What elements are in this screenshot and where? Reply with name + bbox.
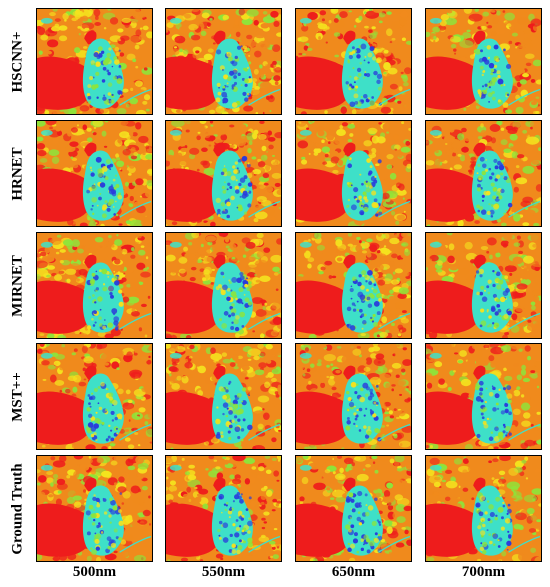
spectral-image-panel — [295, 8, 412, 115]
spectral-image-panel — [36, 120, 153, 227]
spectral-image-panel — [36, 455, 153, 562]
spectral-image-panel — [36, 343, 153, 450]
row-label-text: HSCNN+ — [9, 30, 26, 93]
row-label-text: Ground Truth — [9, 462, 26, 555]
spectral-image-panel — [425, 8, 542, 115]
spectral-image-panel — [425, 120, 542, 227]
spectral-image-panel — [165, 455, 282, 562]
row-label-text: HRNET — [9, 146, 26, 201]
spectral-image-panel — [295, 120, 412, 227]
spectral-image-panel — [165, 120, 282, 227]
spectral-image-panel — [425, 343, 542, 450]
spectral-image-panel — [295, 455, 412, 562]
column-label: 550nm — [201, 564, 246, 580]
spectral-image-panel — [295, 343, 412, 450]
column-label: 500nm — [72, 564, 117, 580]
spectral-image-panel — [295, 232, 412, 339]
column-label: 650nm — [331, 564, 376, 580]
spectral-image-panel — [36, 8, 153, 115]
row-label-text: MIRNET — [9, 254, 26, 317]
spectral-image-panel — [425, 455, 542, 562]
row-label-text: MST++ — [9, 371, 26, 422]
spectral-image-panel — [165, 232, 282, 339]
spectral-image-panel — [425, 232, 542, 339]
spectral-image-panel — [165, 343, 282, 450]
spectral-image-panel — [36, 232, 153, 339]
spectral-image-panel — [165, 8, 282, 115]
column-label: 700nm — [461, 564, 506, 580]
